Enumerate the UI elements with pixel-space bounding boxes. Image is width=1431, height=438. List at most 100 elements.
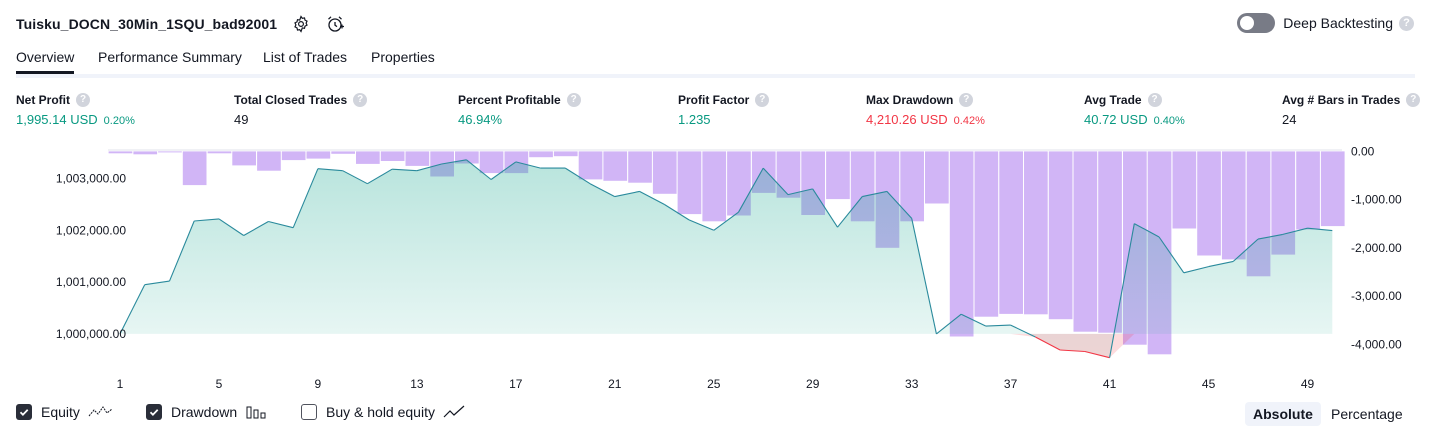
equity-line [119, 159, 1333, 359]
info-icon[interactable]: ? [1147, 93, 1162, 107]
metric-label: Avg # Bars in Trades [1282, 93, 1401, 107]
equity-line-segment [787, 188, 813, 196]
metric-profit-factor: Profit Factor? 1.235 [678, 93, 770, 127]
drawdown-bar [232, 151, 256, 166]
legend-drawdown[interactable]: Drawdown [146, 404, 267, 420]
equity-line-segment [1010, 324, 1036, 338]
equity-line-segment [392, 168, 417, 172]
add-alert-clock-icon[interactable] [325, 14, 345, 34]
equity-line-segment [1084, 350, 1110, 359]
equity-below-fill [1010, 333, 1135, 358]
drawdown-bar [1172, 151, 1197, 229]
report-tabs: Overview Performance Summary List of Tra… [16, 46, 1415, 78]
drawdown-bar [603, 151, 628, 181]
drawdown-bar [331, 151, 355, 154]
equity-line-segment [713, 211, 739, 231]
deep-backtesting-toggle[interactable] [1237, 13, 1276, 33]
drawdown-bar [677, 151, 702, 215]
metric-percent: 0.42% [953, 115, 985, 127]
equity-line-segment [1158, 236, 1185, 274]
equity-line-segment [243, 221, 269, 236]
buy-hold-label: Buy & hold equity [326, 404, 435, 420]
legend-equity[interactable]: Equity [16, 404, 114, 420]
drawdown-bar [578, 151, 603, 180]
drawdown-bar [133, 151, 158, 155]
equity-line-segment [664, 203, 690, 221]
equity-line-segment [565, 167, 591, 185]
x-axis-tick-label: 37 [1004, 377, 1018, 391]
tab-list-of-trades[interactable]: List of Trades [263, 49, 348, 65]
equity-line-segment [960, 313, 987, 327]
equity-line-segment [862, 190, 888, 198]
drawdown-bar [553, 151, 578, 157]
metric-label: Profit Factor [678, 93, 750, 107]
equity-line-segment [688, 219, 715, 231]
info-icon[interactable]: ? [1406, 93, 1421, 107]
equity-line-segment [1134, 223, 1160, 238]
left-axis-tick-label: 1,002,000.00 [56, 223, 126, 237]
metric-label: Percent Profitable [458, 93, 561, 107]
legend-buy-hold[interactable]: Buy & hold equity [301, 404, 467, 420]
metric-percent-profitable: Percent Profitable? 46.94% [458, 93, 581, 127]
equity-line-segment [589, 183, 616, 198]
toggle-knob [1240, 16, 1255, 30]
drawdown-checkbox[interactable] [146, 404, 162, 420]
equity-line-icon [88, 404, 114, 420]
equity-checkbox[interactable] [16, 404, 32, 420]
right-axis-tick-label: -4,000.00 [1351, 337, 1402, 351]
equity-line-segment [1060, 349, 1085, 353]
drawdown-bar [1073, 151, 1098, 332]
deep-backtesting-control: Deep Backtesting ? [1237, 13, 1414, 33]
equity-line-segment [1183, 266, 1209, 274]
equity-line-segment [1232, 238, 1259, 262]
equity-line-segment [119, 284, 146, 335]
info-icon[interactable]: ? [959, 93, 974, 107]
info-icon[interactable]: ? [353, 93, 368, 107]
tab-performance-summary[interactable]: Performance Summary [98, 49, 242, 65]
x-axis-tick-label: 29 [806, 377, 820, 391]
drawdown-bar [1024, 151, 1048, 315]
buy-hold-checkbox[interactable] [301, 404, 317, 420]
settings-gear-icon[interactable] [291, 14, 311, 34]
info-icon[interactable]: ? [755, 93, 770, 107]
equity-line-segment [292, 168, 319, 228]
info-icon[interactable]: ? [566, 93, 581, 107]
drawdown-bar [1197, 151, 1221, 256]
metric-percent: 0.40% [1153, 115, 1185, 127]
metric-value: 40.72 USD [1084, 112, 1148, 127]
drawdown-bar [925, 151, 949, 204]
equity-line-segment [911, 218, 937, 335]
drawdown-label: Drawdown [171, 404, 238, 420]
drawdown-bar [207, 151, 232, 154]
absolute-mode-button[interactable]: Absolute [1245, 402, 1321, 426]
metric-label: Avg Trade [1084, 93, 1142, 107]
equity-line-segment [1208, 260, 1234, 268]
equity-line-segment [1257, 233, 1283, 240]
tab-overview[interactable]: Overview [16, 49, 75, 74]
equity-line-segment [1035, 336, 1061, 351]
x-axis-tick-label: 9 [315, 377, 322, 391]
tab-properties[interactable]: Properties [371, 49, 435, 65]
drawdown-bar [826, 151, 850, 200]
x-axis-tick-label: 49 [1301, 377, 1315, 391]
left-axis-tick-label: 1,001,000.00 [56, 275, 126, 289]
equity-line-segment [738, 167, 764, 213]
drawdown-bar [479, 151, 504, 174]
x-axis-tick-label: 33 [905, 377, 919, 391]
metric-value: 49 [234, 112, 249, 127]
equity-drawdown-chart[interactable]: 1,000,000.00 1,001,000.00 1,002,000.00 1,00… [0, 0, 1431, 400]
info-icon[interactable]: ? [76, 93, 90, 107]
left-axis-labels: 1,000,000.00 1,001,000.00 1,002,000.00 1,00… [56, 172, 126, 341]
metric-label: Total Closed Trades [234, 93, 348, 107]
drawdown-bar [1296, 151, 1320, 230]
equity-line-segment [1282, 227, 1308, 235]
drawdown-bar [776, 151, 801, 198]
right-axis-tick-label: -2,000.00 [1351, 241, 1402, 255]
equity-line-segment [1109, 223, 1135, 358]
equity-line-segment [515, 161, 541, 169]
left-axis-tick-label: 1,000,000.00 [56, 327, 126, 341]
help-icon[interactable]: ? [1399, 15, 1414, 31]
percentage-mode-button[interactable]: Percentage [1331, 406, 1403, 422]
equity-line-segment [639, 190, 665, 205]
equity-line-segment [466, 159, 492, 180]
